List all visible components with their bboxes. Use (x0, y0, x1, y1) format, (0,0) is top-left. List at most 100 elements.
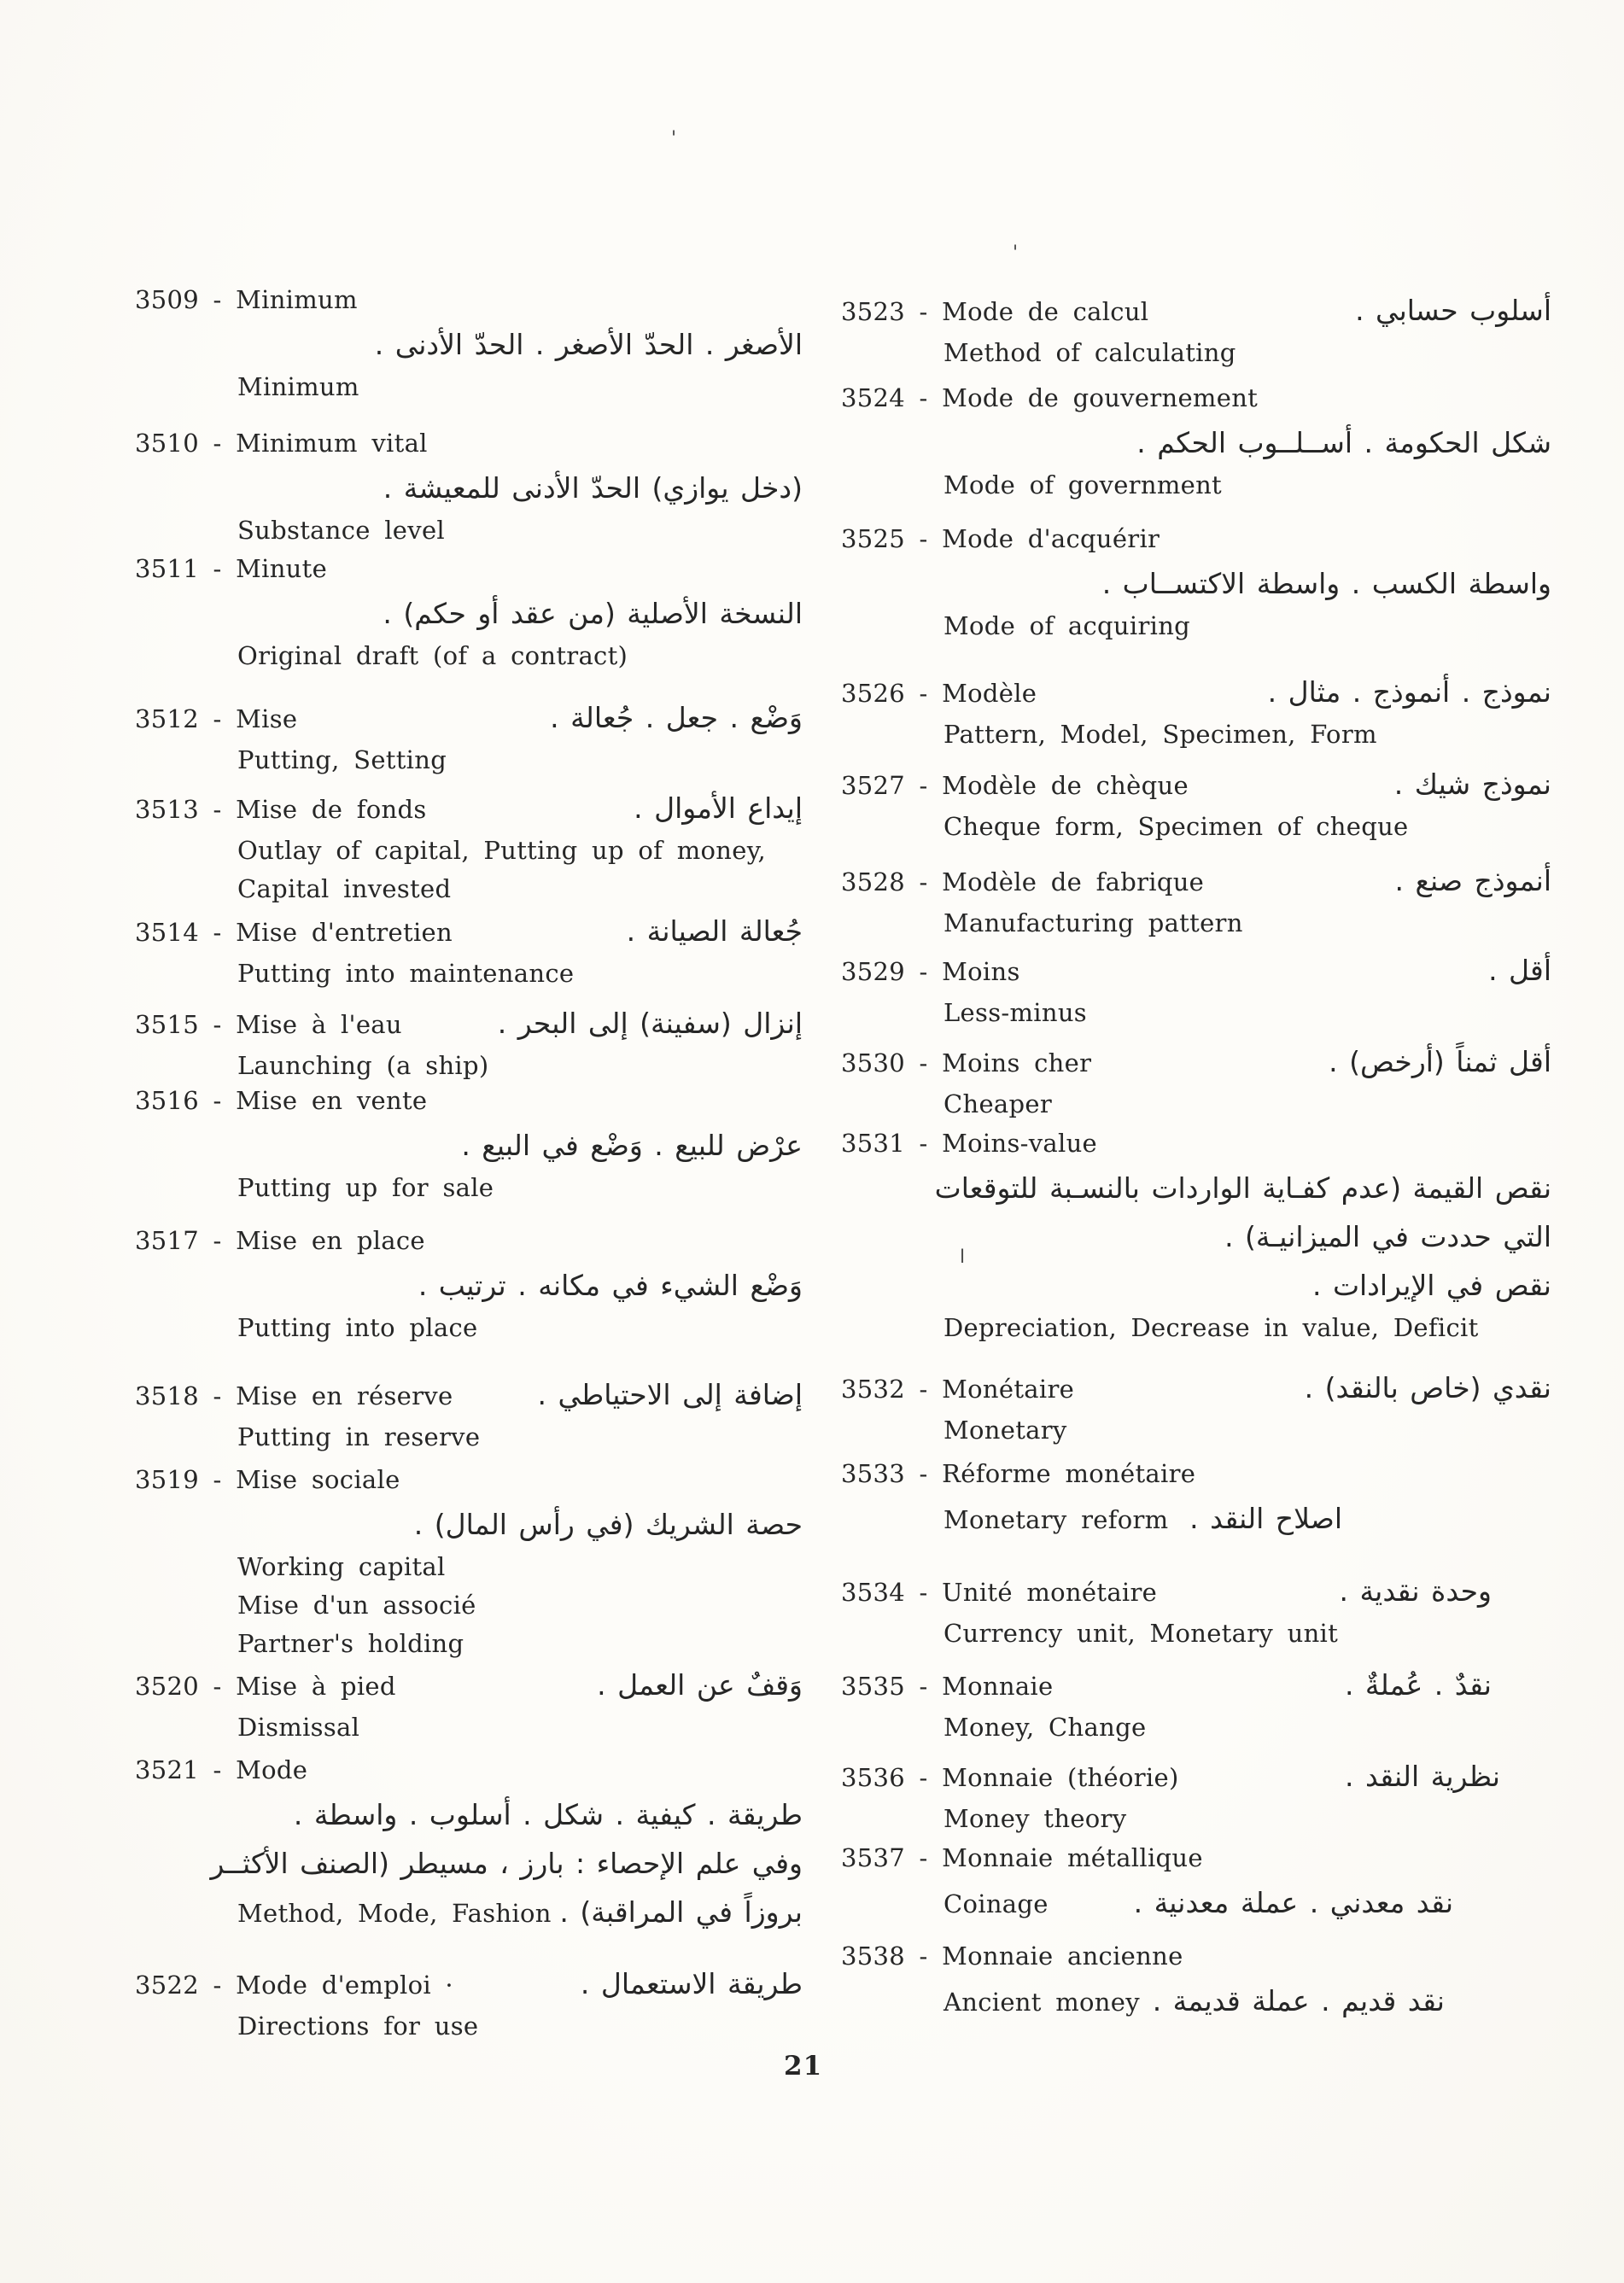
entry-line: Working capital (135, 1549, 803, 1587)
entry-number-and-term: 3519 - Mise sociale (135, 1465, 400, 1494)
entry-number-and-term: 3517 - Mise en place (135, 1226, 425, 1255)
english-translation: Original draft (of a contract) (237, 641, 628, 670)
english-translation: Pattern, Model, Specimen, Form (943, 720, 1377, 749)
right-column: 3523 - Mode de calcul أسلوب حسابي . Method… (841, 0, 1551, 2283)
entry-line: Original draft (of a contract) (135, 638, 803, 676)
entry-line: Outlay of capital, Putting up of money, (135, 832, 803, 871)
entry-line: Monetary reform اصلاح النقد . (841, 1494, 1551, 1543)
entry-line: حصة الشريك (في رأس المال) . (135, 1500, 803, 1549)
entry-line: نقص في الإيرادات . (841, 1261, 1551, 1310)
entry-line: وَضْع الشيء في مكانه . ترتيب . (135, 1261, 803, 1310)
entry-number-and-term: 3532 - Monétaire (841, 1375, 1075, 1404)
entry-number-and-term: 3516 - Mise en vente (135, 1086, 428, 1115)
entry-3513: 3513 - Mise de fonds إيداع الأموال . Outla… (135, 784, 803, 909)
entry-line: Mode of government (841, 467, 1551, 505)
arabic-translation: أقل ثمناً (أرخص) . (1329, 1045, 1551, 1078)
entry-number-and-term: 3520 - Mise à pied (135, 1672, 396, 1701)
arabic-translation: طريقة الاستعمال . (580, 1967, 803, 2000)
english-translation: Putting up for sale (237, 1173, 494, 1202)
entry-line: Partner's holding (135, 1626, 803, 1664)
entry-line: عرْض للبيع . وَضْع في البيع . (135, 1121, 803, 1170)
entry-number-and-term: 3514 - Mise d'entretien (135, 918, 453, 947)
entry-line: Money, Change (841, 1709, 1551, 1748)
english-translation: Ancient money (943, 1988, 1140, 2017)
entry-line: Putting, Setting (135, 742, 803, 780)
entry-line: 3518 - Mise en réserve إضافة إلى الاحتياط… (135, 1370, 803, 1419)
entry-number-and-term: 3523 - Mode de calcul (841, 297, 1149, 326)
entry-line: 3534 - Unité monétaire وحدة نقدية . (841, 1567, 1551, 1615)
entry-line: 3520 - Mise à pied وَقفٌ عن العمل . (135, 1661, 803, 1709)
arabic-translation: واسطة الكسب . واسطة الاكتســاب . (1101, 567, 1551, 600)
english-translation: Dismissal (237, 1713, 360, 1742)
entry-3524: 3524 - Mode de gouvernement شكل الحكومة .… (841, 380, 1551, 505)
english-translation: Partner's holding (237, 1629, 464, 1658)
arabic-translation: وَضْع . جعل . جُعالة . (550, 701, 803, 734)
entry-line: 3509 - Minimum (135, 282, 803, 320)
entry-number-and-term: 3511 - Minute (135, 554, 328, 583)
entry-3533: 3533 - Réforme monétaire Monetary reform ا… (841, 1456, 1551, 1543)
english-translation: Method of calculating (943, 338, 1236, 367)
entry-3518: 3518 - Mise en réserve إضافة إلى الاحتياط… (135, 1370, 803, 1457)
entry-line: Mode of acquiring (841, 608, 1551, 646)
entry-3510: 3510 - Minimum vital (دخل يوازي) الحدّ ال… (135, 425, 803, 551)
entry-3535: 3535 - Monnaie نقدٌ . عُملةٌ . Money, Chan… (841, 1661, 1551, 1748)
arabic-translation: أسلوب حسابي . (1355, 294, 1551, 327)
english-translation: Capital invested (237, 874, 452, 903)
entry-line: 3521 - Mode (135, 1752, 803, 1790)
arabic-translation: اصلاح النقد . (1189, 1502, 1342, 1535)
entry-line: Method, Mode, Fashion بروزاً في المراقبة)… (135, 1888, 803, 1936)
entry-line: Dismissal (135, 1709, 803, 1748)
english-translation: Manufacturing pattern (943, 908, 1243, 937)
arabic-translation: الأصغر . الحدّ الأصغر . الحدّ الأدنى . (374, 328, 803, 361)
entry-3529: 3529 - Moins أقل . Less-minus (841, 946, 1551, 1033)
entry-3537: 3537 - Monnaie métallique Coinage نقد معدن… (841, 1840, 1551, 1927)
entry-line: (دخل يوازي) الحدّ الأدنى للمعيشة . (135, 464, 803, 512)
entry-number-and-term: 3536 - Monnaie (théorie) (841, 1763, 1179, 1792)
entry-line: 3517 - Mise en place (135, 1223, 803, 1261)
entry-line: Launching (a ship) (135, 1048, 803, 1086)
english-translation: Putting into maintenance (237, 959, 575, 988)
entry-line: واسطة الكسب . واسطة الاكتســاب . (841, 559, 1551, 608)
entry-3525: 3525 - Mode d'acquérir واسطة الكسب . واسط… (841, 521, 1551, 646)
entry-line: 3526 - Modèle نموذج . أنموذج . مثال . (841, 668, 1551, 716)
entry-number-and-term: 3525 - Mode d'acquérir (841, 524, 1160, 553)
entry-number-and-term: 3512 - Mise (135, 704, 298, 733)
entry-3536: 3536 - Monnaie (théorie) نظرية النقد . Mon… (841, 1752, 1551, 1839)
entry-number-and-term: 3537 - Monnaie métallique (841, 1843, 1203, 1872)
entry-number-and-term: 3518 - Mise en réserve (135, 1381, 453, 1410)
arabic-translation: عرْض للبيع . وَضْع في البيع . (461, 1129, 803, 1162)
entry-3514: 3514 - Mise d'entretien جُعالة الصيانة . P… (135, 907, 803, 994)
entry-line: الأصغر . الحدّ الأصغر . الحدّ الأدنى . (135, 320, 803, 369)
arabic-translation: إيداع الأموال . (634, 791, 803, 825)
entry-line: Pattern, Model, Specimen, Form (841, 716, 1551, 755)
arabic-translation: نقص في الإيرادات . (1311, 1269, 1551, 1302)
entry-line: Less-minus (841, 995, 1551, 1033)
entry-3519: 3519 - Mise sociale حصة الشريك (في رأس ال… (135, 1462, 803, 1664)
entry-3527: 3527 - Modèle de chèque نموذج شيك . Cheque… (841, 760, 1551, 847)
entry-line: Putting into maintenance (135, 955, 803, 994)
arabic-translation: وفي علم الإحصاء : بارز ، مسيطر (الصنف ال… (210, 1847, 803, 1880)
entry-number-and-term: 3509 - Minimum (135, 285, 358, 314)
entry-3516: 3516 - Mise en vente عرْض للبيع . وَضْع ف… (135, 1083, 803, 1208)
english-translation: Money theory (943, 1804, 1127, 1833)
arabic-translation: بروزاً في المراقبة) . (559, 1895, 803, 1929)
entry-line: Method of calculating (841, 335, 1551, 373)
arabic-translation: وحدة نقدية . (1339, 1574, 1493, 1608)
entry-number-and-term: 3528 - Modèle de fabrique (841, 867, 1205, 896)
entry-number-and-term: 3535 - Monnaie (841, 1672, 1054, 1701)
entry-3534: 3534 - Unité monétaire وحدة نقدية . Curren… (841, 1567, 1551, 1654)
arabic-translation: نقد قديم . عملة قديمة . (1152, 1984, 1445, 2017)
entry-3523: 3523 - Mode de calcul أسلوب حسابي . Method… (841, 286, 1551, 373)
entry-line: Ancient money نقد قديم . عملة قديمة . (841, 1976, 1551, 2025)
entry-3532: 3532 - Monétaire نقدي (خاص بالنقد) . Monet… (841, 1363, 1551, 1451)
page-number: 21 (784, 2051, 823, 2082)
english-translation: Directions for use (237, 2011, 479, 2041)
english-translation: Method, Mode, Fashion (237, 1899, 552, 1928)
english-translation: Depreciation, Decrease in value, Deficit (943, 1313, 1479, 1342)
entry-line: Mise d'un associé (135, 1587, 803, 1626)
entry-number-and-term: 3527 - Modèle de chèque (841, 771, 1189, 800)
english-translation: Putting into place (237, 1313, 478, 1342)
entry-line: Manufacturing pattern (841, 905, 1551, 943)
entry-line: طريقة . كيفية . شكل . أسلوب . واسطة . (135, 1790, 803, 1839)
